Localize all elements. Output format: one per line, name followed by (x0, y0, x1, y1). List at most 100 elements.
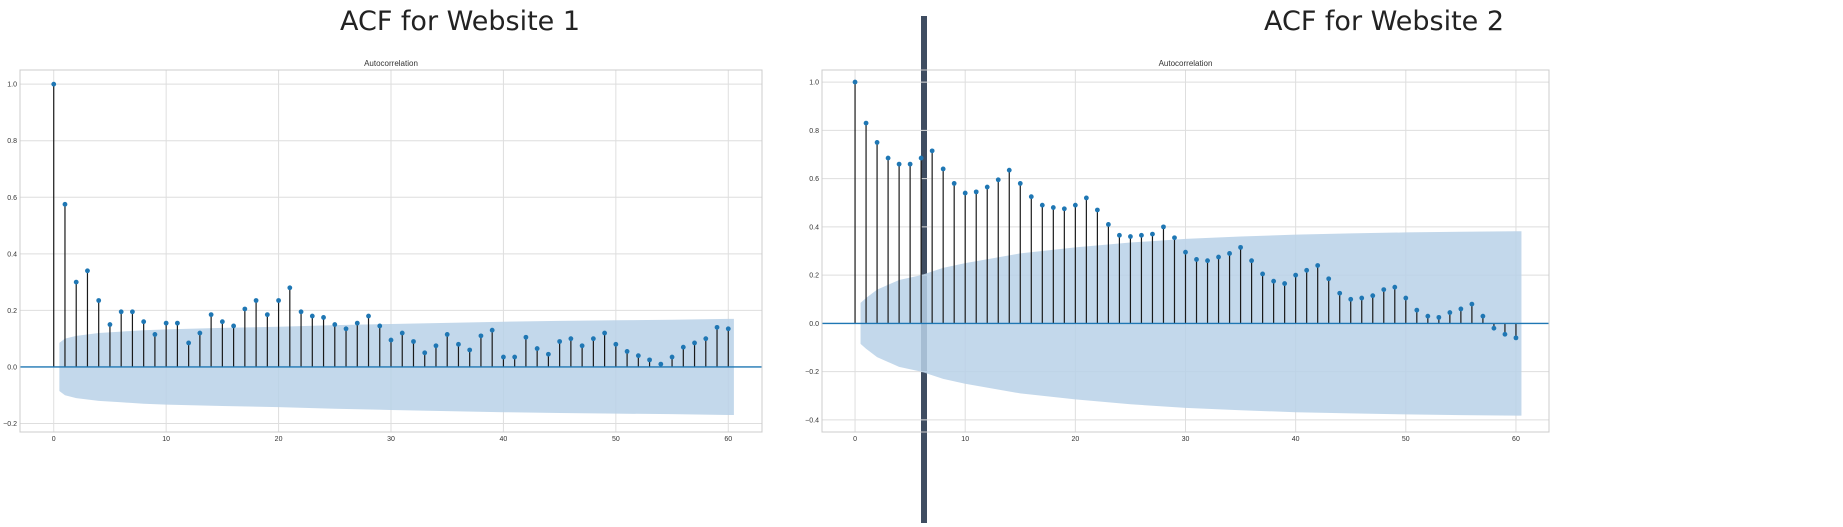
acf-marker (984, 184, 990, 190)
acf-marker (62, 201, 68, 207)
acf-marker (163, 320, 169, 326)
acf-marker (590, 336, 596, 342)
acf-marker (332, 322, 338, 327)
acf-marker (1260, 271, 1266, 277)
acf-marker (287, 285, 293, 291)
acf-marker (940, 166, 946, 172)
acf-marker (545, 351, 551, 357)
acf-marker (523, 334, 529, 340)
acf-marker (197, 330, 203, 336)
acf-marker (118, 309, 124, 315)
panel-divider (921, 16, 927, 523)
y-tick-label: 0.8 (809, 128, 819, 135)
acf-marker (1469, 301, 1475, 307)
x-tick-label: 20 (1071, 436, 1079, 443)
acf-marker (1216, 254, 1221, 260)
acf-marker (1480, 313, 1486, 319)
acf-marker (377, 323, 383, 329)
acf-marker (602, 330, 608, 336)
panel-2-title: ACF for Website 2 (1263, 6, 1505, 37)
x-tick-label: 30 (1182, 436, 1190, 443)
y-tick-label: −0.4 (805, 417, 819, 424)
x-tick-label: 50 (1402, 436, 1410, 443)
acf-marker (130, 309, 135, 315)
acf-marker (1238, 244, 1243, 250)
acf-marker (692, 340, 697, 346)
plot-frame (821, 69, 1550, 433)
acf-marker (557, 339, 563, 344)
acf-marker (1282, 281, 1288, 286)
acf-marker (321, 315, 326, 320)
y-tick-label: 0.4 (809, 224, 819, 231)
acf-marker (1326, 276, 1332, 282)
y-tick-label: −0.2 (3, 421, 17, 428)
acf-marker (1414, 307, 1420, 313)
acf-marker (714, 324, 720, 330)
acf-chart-website-1: 0 10 20 30 40 50 60 −0.2 0.0 0.2 0.4 0.6 0.8 1.0 Autoc… (3, 59, 763, 443)
acf-marker (703, 336, 709, 342)
acf-marker (298, 309, 304, 315)
acf-marker (309, 313, 315, 319)
acf-marker (1348, 296, 1354, 302)
acf-marker (647, 357, 652, 363)
acf-marker (1425, 313, 1431, 319)
acf-marker (456, 341, 461, 347)
acf-marker (489, 327, 495, 333)
acf-marker (478, 333, 484, 339)
acf-marker (1315, 263, 1321, 268)
acf-marker (85, 268, 90, 274)
acf-marker (1117, 232, 1122, 238)
x-tick-label: 60 (1512, 436, 1520, 443)
acf-marker (918, 155, 924, 161)
acf-marker (1436, 314, 1442, 320)
x-tick-label: 0 (853, 436, 857, 443)
acf-marker (422, 350, 428, 356)
acf-marker (995, 177, 1001, 183)
acf-marker (1403, 295, 1409, 301)
acf-marker (613, 341, 619, 347)
x-tick-label: 60 (724, 436, 732, 443)
acf-marker (219, 319, 225, 325)
acf-marker (276, 298, 281, 303)
y-tick-label: 0.8 (7, 138, 17, 145)
acf-marker (725, 326, 731, 332)
plot-frame (19, 69, 763, 433)
acf-marker (624, 348, 630, 354)
acf-marker (51, 81, 57, 87)
acf-marker (242, 306, 248, 312)
acf-marker (1359, 295, 1365, 301)
acf-marker (1458, 306, 1464, 312)
acf-marker (141, 319, 147, 325)
acf-marker (1381, 287, 1387, 293)
acf-marker (1139, 232, 1144, 238)
acf-marker (1205, 258, 1210, 264)
x-tick-label: 40 (1292, 436, 1300, 443)
y-tick-label: 0.6 (7, 195, 17, 202)
panel-1-title: ACF for Website 1 (339, 6, 581, 37)
acf-marker (534, 346, 540, 351)
acf-marker (1271, 278, 1277, 284)
x-tick-label: 20 (275, 436, 283, 443)
acf-marker (467, 347, 473, 353)
acf-marker (1370, 293, 1376, 299)
acf-marker (1150, 231, 1155, 237)
acf-marker (962, 190, 968, 196)
acf-marker (1050, 205, 1056, 210)
y-tick-label: 1.0 (809, 80, 819, 87)
y-tick-label: 1.0 (7, 82, 17, 89)
acf-marker (253, 298, 259, 303)
x-tick-label: 10 (961, 436, 969, 443)
acf-marker (1249, 258, 1254, 264)
acf-marker (354, 320, 360, 326)
acf-marker (1039, 202, 1045, 208)
acf-marker (1161, 224, 1166, 230)
acf-marker (1183, 249, 1188, 255)
acf-marker (1094, 207, 1100, 213)
y-tick-label: 0.2 (7, 308, 17, 315)
acf-chart-website-2: 0 10 20 30 40 50 60 −0.4 −0.2 0.0 0.2 0.4 0.6 0.8 1.0 A… (805, 59, 1550, 443)
acf-marker (1447, 310, 1453, 315)
acf-marker (231, 323, 237, 329)
acf-marker (1502, 331, 1508, 337)
acf-marker (1028, 194, 1034, 200)
acf-marker (399, 330, 405, 336)
